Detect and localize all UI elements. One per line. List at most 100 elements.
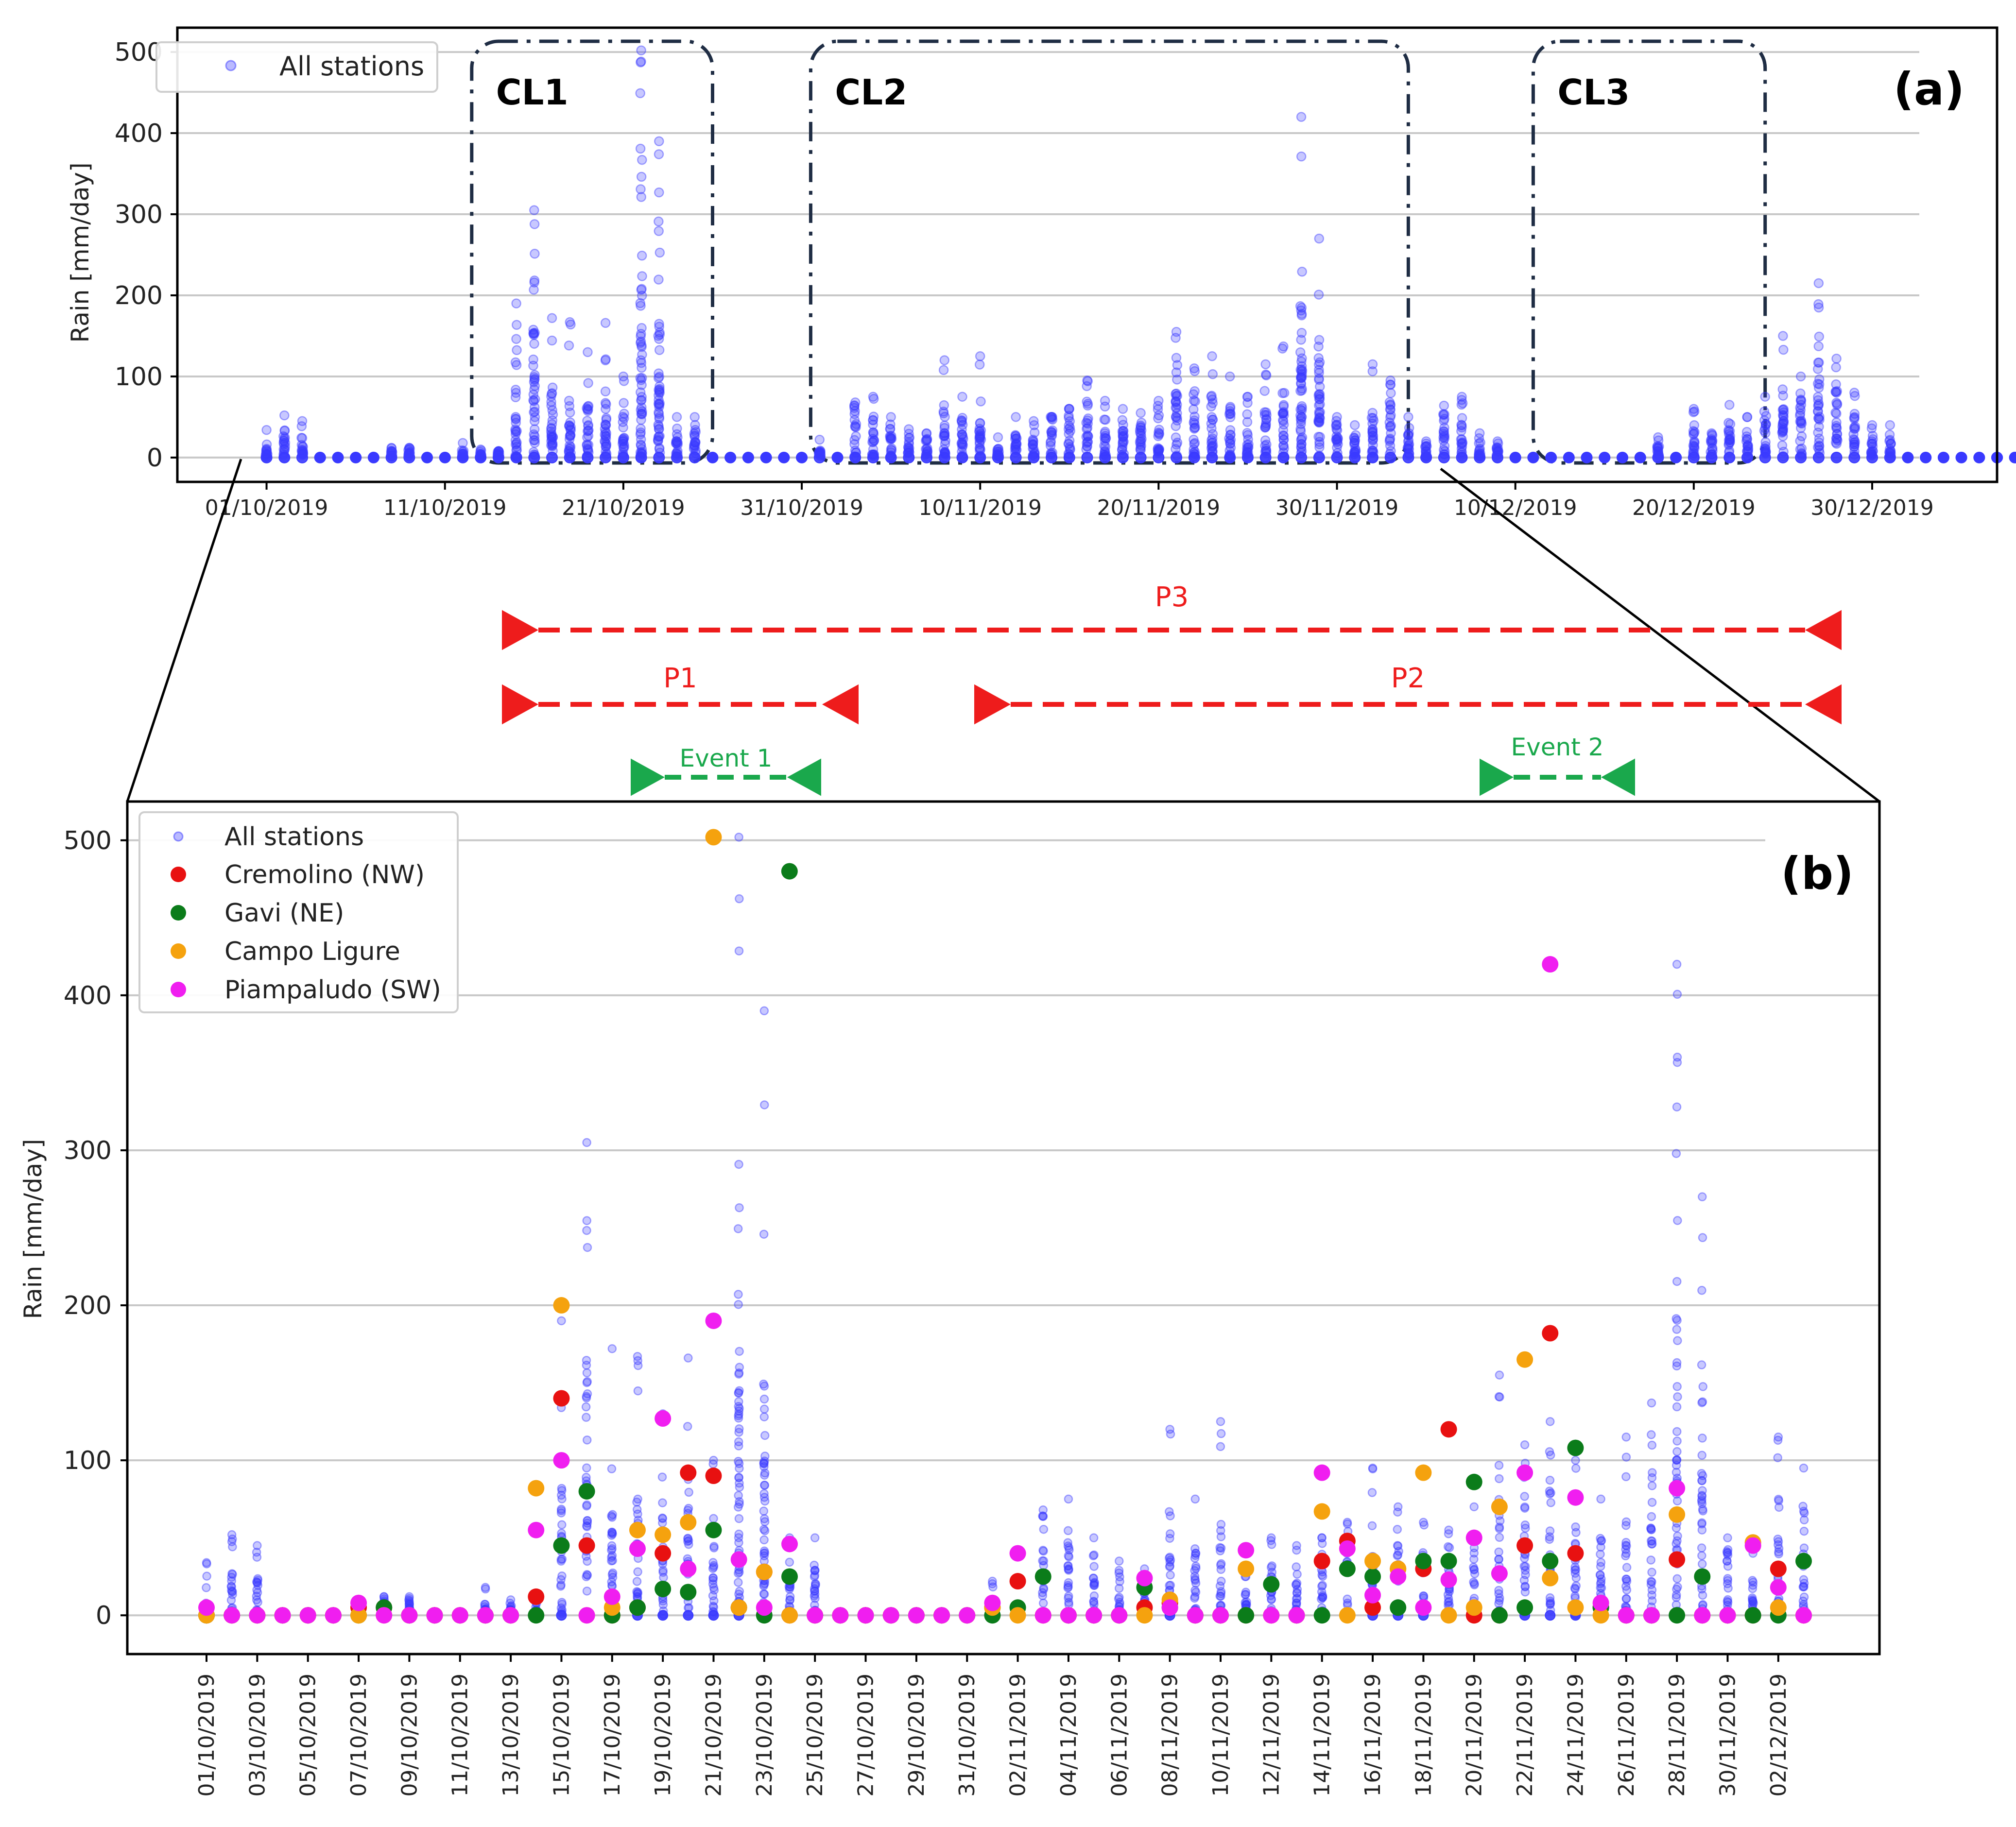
panel-a-station-point [1136, 425, 1147, 436]
panel-a-station-point [1367, 424, 1378, 434]
panel-a-station-point [654, 424, 664, 434]
panel-a-station-point-zero [1955, 451, 1967, 463]
panel-a-station-point [601, 433, 611, 444]
panel-a-station-point-zero [1188, 451, 1200, 463]
panel-a-station-point-max [1474, 428, 1485, 439]
panel-a-station-point [868, 411, 879, 422]
panel-b-station-point [583, 1435, 592, 1445]
panel-a-station-point [1385, 400, 1396, 410]
period-p2-start-arrow [974, 684, 1011, 725]
panel-a-station-point [1064, 410, 1074, 421]
panel-b-station-point-max [1190, 1494, 1200, 1504]
panel-a-station-point [1046, 427, 1056, 437]
series-campo-point [1440, 1607, 1457, 1624]
panel-a-station-point-zero [1902, 451, 1914, 463]
panel-a-station-point [654, 345, 665, 355]
panel-a-station-point [653, 435, 663, 445]
panel-a-station-point [1206, 438, 1217, 448]
series-campo-point [528, 1480, 545, 1497]
panel-a-station-point [1331, 431, 1342, 442]
series-piampaludo-point [1313, 1464, 1330, 1481]
panel-a-station-point [1350, 430, 1361, 441]
panel-a-station-point [1010, 431, 1021, 441]
panel-b-station-point [708, 1575, 718, 1585]
panel-b-station-point [1799, 1526, 1809, 1536]
panel-a-station-point [1385, 422, 1396, 432]
panel-a-station-point-max [1867, 420, 1878, 430]
panel-a-station-point [1082, 396, 1092, 407]
panel-a-xtick-label: 30/12/2019 [1810, 495, 1934, 520]
panel-b-station-point [1038, 1546, 1048, 1555]
series-piampaludo-point [1009, 1545, 1026, 1562]
series-gavi-point [629, 1599, 646, 1616]
panel-a-station-point [1777, 384, 1788, 394]
panel-a-station-point-zero [1830, 451, 1843, 463]
panel-a-station-point [1259, 386, 1270, 396]
panel-b-station-point [734, 1414, 743, 1423]
panel-a-station-point [1225, 439, 1235, 449]
panel-a-station-point [1723, 427, 1734, 437]
panel-a-station-point [583, 378, 593, 388]
panel-a-station-point [1759, 415, 1770, 426]
panel-a-station-point [547, 382, 558, 393]
panel-a-station-point [921, 436, 931, 446]
panel-a-station-point-zero [457, 451, 469, 463]
series-piampaludo-point [299, 1607, 316, 1624]
panel-b-station-point [1241, 1590, 1250, 1600]
panel-a-station-point [1314, 374, 1324, 384]
panel-a-station-point [1296, 357, 1307, 367]
panel-b-xtick-label: 06/11/2019 [1107, 1673, 1132, 1797]
panel-b-station-point [1216, 1442, 1225, 1451]
panel-a-station-point [1315, 413, 1325, 424]
panel-a-station-point [1100, 427, 1110, 437]
panel-a-station-point-max [1349, 420, 1360, 430]
panel-b-station-point [1166, 1571, 1175, 1580]
panel-a-station-point [529, 372, 539, 382]
panel-a-station-point [689, 437, 700, 447]
panel-a-station-point [974, 434, 985, 444]
panel-a-station-point-zero [1634, 451, 1646, 463]
panel-b-station-point-max [1774, 1433, 1783, 1442]
series-piampaludo-point [933, 1607, 950, 1624]
panel-a-station-point [601, 431, 611, 441]
panel-a-station-point [1243, 439, 1254, 449]
panel-a-station-point [1652, 443, 1663, 453]
panel-a-station-point-zero [1241, 451, 1254, 463]
panel-a-station-point [1368, 434, 1378, 445]
panel-a-station-point [546, 424, 556, 434]
panel-b-station-point [1545, 1475, 1555, 1485]
series-gavi-point [705, 1521, 722, 1538]
series-piampaludo-point [1440, 1571, 1457, 1588]
panel-b-station-point [1673, 1216, 1682, 1225]
panel-a-station-point-zero [1224, 451, 1236, 463]
panel-a-station-point [530, 374, 540, 384]
panel-a-station-point [636, 331, 646, 341]
panel-b-station-point-max [1115, 1556, 1124, 1566]
panel-b-station-point [760, 1526, 770, 1536]
panel-a-station-point [1331, 435, 1341, 445]
panel-a-station-point [885, 432, 896, 443]
panel-a-station-point [1117, 426, 1128, 436]
panel-a-station-point [1778, 405, 1789, 415]
panel-a-station-point [1260, 422, 1271, 432]
panel-b-station-point [1469, 1565, 1479, 1574]
panel-a-station-point [1171, 432, 1181, 443]
panel-a-station-point [530, 431, 540, 442]
series-cremolino-point [528, 1588, 545, 1605]
panel-b-station-point [582, 1216, 591, 1225]
panel-a-station-point [512, 320, 522, 330]
series-gavi-point [1263, 1576, 1280, 1593]
panel-b-xtick-label: 23/10/2019 [752, 1673, 777, 1797]
panel-a-station-point [1064, 420, 1074, 430]
panel-a-station-point-zero [813, 451, 826, 463]
series-gavi-point [1567, 1439, 1584, 1456]
panel-a-station-point [1830, 437, 1841, 448]
panel-b-station-point [582, 1587, 592, 1596]
panel-a-xtick-label: 11/10/2019 [383, 495, 507, 520]
panel-b-station-point-max [1089, 1533, 1099, 1542]
panel-a-station-point [1457, 438, 1467, 448]
panel-a-station-point [1261, 410, 1272, 420]
panel-a-station-point [600, 386, 611, 397]
panel-b-station-point [734, 1397, 743, 1406]
